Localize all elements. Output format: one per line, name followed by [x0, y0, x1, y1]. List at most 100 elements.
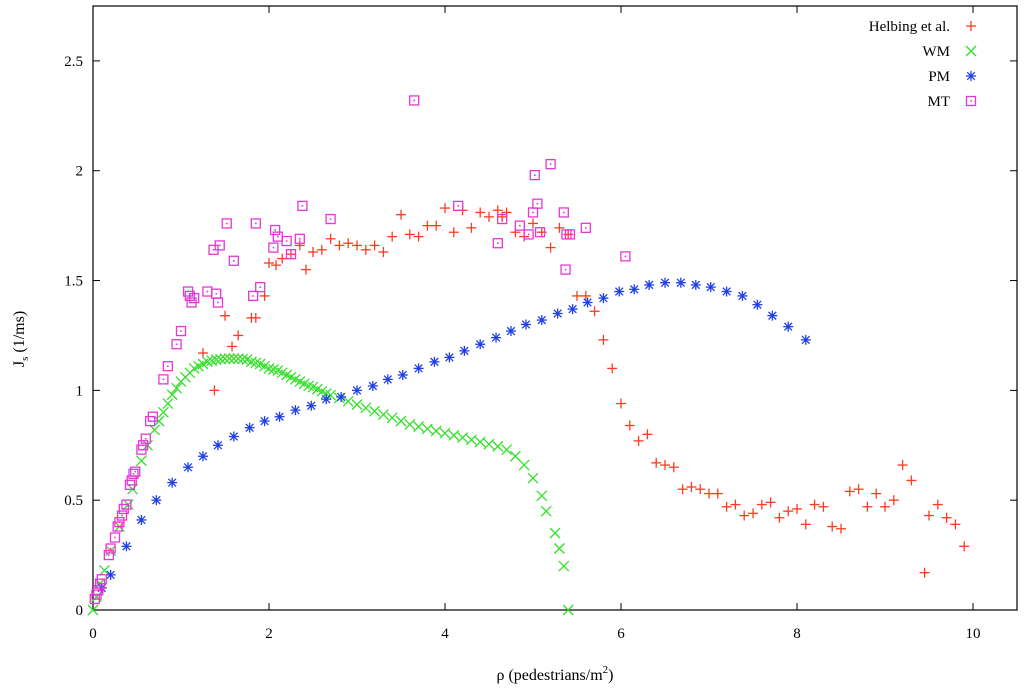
data-point — [297, 200, 308, 212]
data-point — [624, 420, 635, 431]
data-point — [369, 405, 381, 417]
x-tick-label: 8 — [793, 626, 801, 642]
data-point — [206, 355, 218, 367]
y-tick-label: 1.5 — [64, 274, 83, 290]
data-point — [162, 361, 173, 372]
data-point — [563, 229, 574, 240]
legend-marker — [965, 95, 977, 107]
data-point — [545, 242, 556, 253]
data-point — [783, 321, 794, 332]
data-point — [800, 334, 811, 345]
data-point — [616, 398, 626, 409]
legend-label: MT — [928, 94, 951, 110]
y-axis-label-main: J — [11, 361, 28, 367]
data-point — [756, 499, 767, 510]
data-point — [552, 308, 563, 319]
data-point — [475, 339, 486, 350]
data-point — [250, 312, 261, 323]
data-point — [529, 169, 540, 181]
data-point — [201, 356, 213, 368]
data-point — [404, 418, 416, 430]
data-point — [210, 354, 222, 366]
data-point — [752, 299, 763, 310]
data-point — [491, 332, 502, 343]
x-tick-label: 0 — [89, 626, 97, 642]
x-axis-label-superscript: 2 — [603, 664, 609, 676]
data-point — [906, 475, 917, 486]
series-helbing-et-al- — [198, 203, 970, 578]
data-point — [536, 490, 548, 502]
data-point — [809, 499, 820, 510]
data-point — [290, 405, 301, 416]
y-tick-label: 2 — [76, 164, 84, 180]
data-point — [268, 242, 279, 253]
data-point — [377, 409, 389, 420]
data-point — [105, 543, 116, 554]
data-point — [705, 282, 716, 293]
data-point — [644, 279, 655, 290]
data-point — [497, 211, 508, 222]
data-point — [520, 319, 531, 330]
data-point — [629, 284, 640, 295]
data-point — [285, 249, 297, 260]
data-point — [429, 356, 440, 367]
data-point — [386, 412, 398, 424]
data-point — [294, 233, 305, 244]
data-point — [248, 290, 259, 302]
y-tick-label: 0 — [76, 603, 84, 619]
data-point — [271, 260, 282, 271]
data-point — [316, 244, 327, 255]
legend-marker — [965, 45, 977, 57]
y-tick-label: 2.5 — [64, 54, 83, 70]
data-point — [162, 398, 174, 410]
data-point — [245, 356, 257, 368]
data-point — [255, 281, 266, 293]
y-tick-label: 0.5 — [64, 493, 83, 509]
data-point — [765, 497, 776, 508]
data-point — [198, 451, 208, 462]
data-point — [138, 440, 149, 451]
data-point — [153, 415, 165, 427]
data-point — [109, 532, 121, 543]
data-point — [474, 436, 486, 448]
data-point — [227, 341, 238, 352]
legend-label: WM — [923, 44, 951, 60]
data-point — [321, 394, 332, 405]
data-point — [492, 238, 503, 249]
data-point — [367, 380, 378, 391]
data-point — [534, 227, 546, 238]
data-point — [614, 286, 625, 297]
axis-ticks: 0 2 4 6 8 10 0 0.5 1 1.5 2 2.5 — [64, 6, 1017, 642]
data-point — [212, 440, 223, 451]
data-point — [589, 306, 600, 317]
data-point — [730, 499, 741, 510]
data-point — [397, 369, 408, 380]
data-point — [183, 462, 194, 473]
data-point — [422, 220, 433, 231]
data-point — [211, 288, 222, 299]
data-point — [93, 585, 104, 596]
data-point — [378, 246, 389, 257]
data-point — [607, 363, 618, 374]
data-point — [221, 218, 232, 229]
data-point — [303, 380, 315, 392]
data-point — [274, 411, 285, 422]
data-point — [223, 353, 235, 364]
data-point — [171, 339, 182, 350]
data-point — [767, 310, 778, 321]
data-point — [523, 229, 534, 240]
data-point — [483, 438, 495, 450]
series-mt — [89, 95, 631, 605]
data-point — [459, 345, 470, 356]
data-point — [572, 290, 582, 301]
data-point — [660, 277, 670, 288]
data-point — [941, 512, 952, 523]
data-point — [792, 503, 802, 514]
data-point — [560, 264, 571, 275]
data-point — [430, 425, 442, 437]
data-point — [536, 227, 547, 238]
data-point — [690, 279, 701, 290]
data-point — [215, 353, 227, 365]
data-point — [564, 229, 576, 240]
data-point — [189, 292, 200, 304]
